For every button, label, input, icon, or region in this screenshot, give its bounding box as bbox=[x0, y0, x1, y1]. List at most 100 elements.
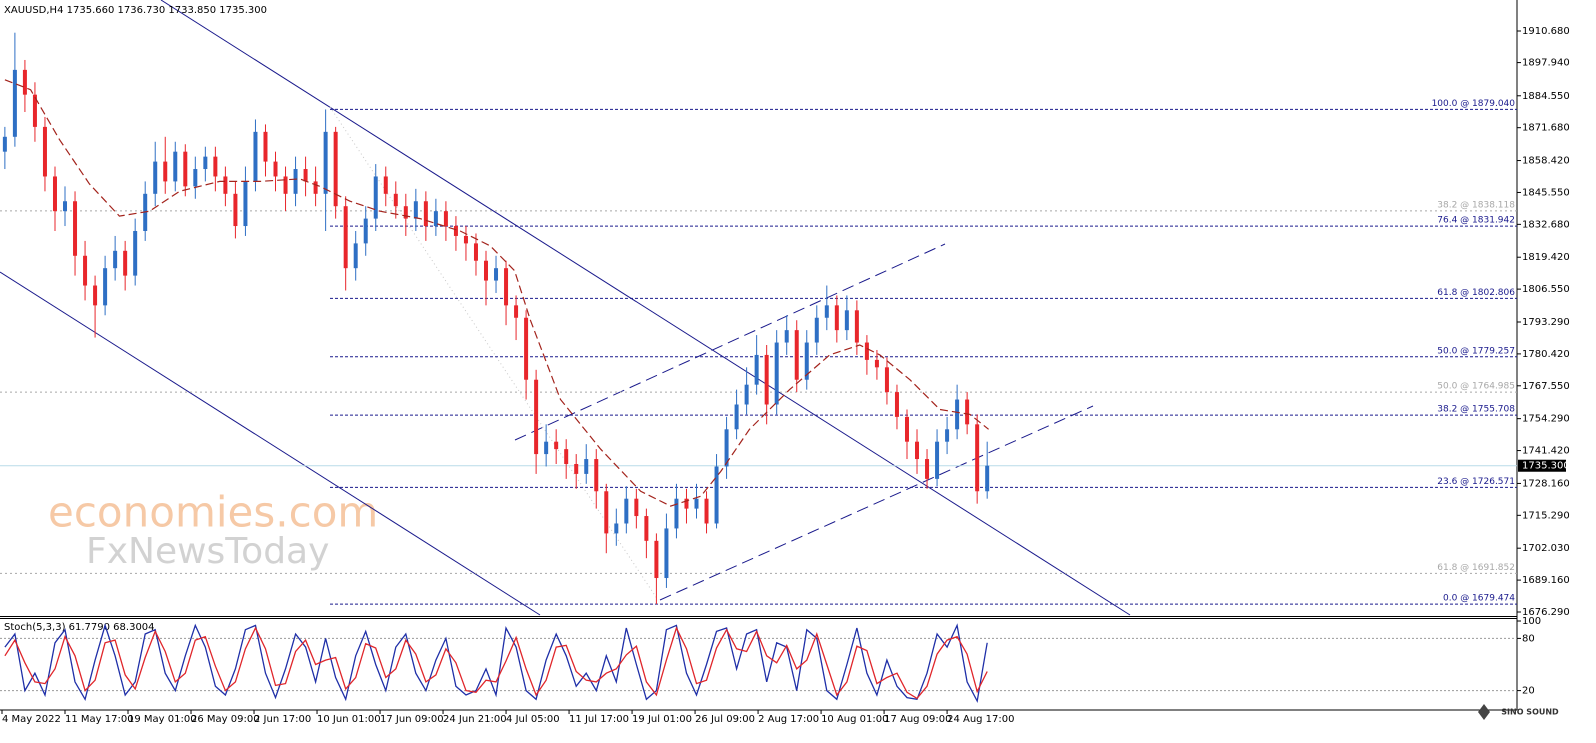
fib-level-label: 38.2 @ 1755.708 bbox=[1437, 405, 1515, 415]
candle-body bbox=[554, 441, 559, 450]
x-tick-label: 11 May 17:00 bbox=[65, 714, 134, 725]
candle-body bbox=[83, 255, 88, 286]
y-tick-label: 100 bbox=[1522, 616, 1541, 627]
candle-body bbox=[123, 250, 128, 276]
candle-body bbox=[453, 226, 458, 236]
fib-level-label: 76.4 @ 1831.942 bbox=[1437, 216, 1515, 226]
candle-body bbox=[634, 498, 639, 517]
candle-body bbox=[113, 250, 118, 269]
candle-body bbox=[524, 317, 529, 380]
candle-body bbox=[183, 151, 188, 187]
candle-body bbox=[233, 193, 238, 227]
candle-body bbox=[824, 305, 829, 318]
y-tick-label: 1910.680 bbox=[1522, 26, 1570, 37]
fib-level-label: 61.8 @ 1802.806 bbox=[1437, 288, 1515, 298]
candle-body bbox=[955, 399, 960, 430]
fib-level-label: 23.6 @ 1726.571 bbox=[1437, 477, 1515, 487]
candle-body bbox=[163, 161, 168, 182]
y-tick-label: 1845.550 bbox=[1522, 187, 1570, 198]
candle-body bbox=[564, 449, 569, 464]
x-tick-label: 2 Jun 17:00 bbox=[254, 714, 311, 725]
candle-body bbox=[193, 169, 198, 187]
candle-body bbox=[93, 285, 98, 306]
candle-body bbox=[383, 176, 388, 194]
candle-body bbox=[915, 441, 920, 460]
indicator-title: Stoch(5,3,3) 61.7790 68.3004 bbox=[4, 622, 155, 633]
candle-body bbox=[504, 268, 509, 306]
candle-body bbox=[243, 181, 248, 227]
logo: SINO SOUND bbox=[1478, 704, 1559, 720]
candle-body bbox=[734, 404, 739, 430]
candle-body bbox=[52, 176, 57, 212]
candle-body bbox=[393, 193, 398, 207]
candle-body bbox=[473, 243, 478, 261]
y-tick-label: 1676.290 bbox=[1522, 607, 1570, 618]
candle-body bbox=[854, 310, 859, 343]
stochastic-line bbox=[4, 623, 988, 703]
candle-body bbox=[764, 354, 769, 405]
y-tick-label: 1702.030 bbox=[1522, 543, 1570, 554]
candle-body bbox=[804, 342, 809, 380]
candle-body bbox=[594, 459, 599, 492]
candle-body bbox=[704, 498, 709, 524]
candle-body bbox=[73, 201, 78, 256]
candle-body bbox=[133, 230, 138, 276]
candle-body bbox=[333, 131, 338, 207]
y-tick-label: 1780.420 bbox=[1522, 349, 1570, 360]
candle-body bbox=[273, 161, 278, 177]
x-tick-label: 26 May 09:00 bbox=[191, 714, 260, 725]
candle-body bbox=[985, 465, 990, 492]
candles bbox=[2, 32, 990, 605]
candle-body bbox=[894, 392, 899, 417]
watermark-sub: FxNewsToday bbox=[86, 531, 329, 572]
candle-body bbox=[724, 429, 729, 467]
y-tick-label: 1715.290 bbox=[1522, 510, 1570, 521]
candle-body bbox=[584, 459, 589, 474]
fib-level-label: 38.2 @ 1838.118 bbox=[1437, 200, 1515, 210]
candle-body bbox=[714, 466, 719, 524]
x-tick-label: 4 May 2022 bbox=[2, 714, 61, 725]
y-tick-label: 1819.420 bbox=[1522, 252, 1570, 263]
candle-body bbox=[313, 181, 318, 194]
candle-body bbox=[614, 523, 619, 534]
candle-body bbox=[534, 379, 539, 455]
x-tick-label: 10 Aug 01:00 bbox=[821, 714, 888, 725]
candle-body bbox=[443, 211, 448, 227]
y-tick-label: 1689.160 bbox=[1522, 575, 1570, 586]
candle-body bbox=[433, 211, 438, 227]
fib-level-label: 0.0 @ 1679.474 bbox=[1443, 594, 1515, 604]
candle-body bbox=[604, 491, 609, 534]
y-tick-label: 1858.420 bbox=[1522, 156, 1570, 167]
candle-body bbox=[484, 260, 489, 281]
x-tick-label: 19 Jul 01:00 bbox=[632, 714, 692, 725]
candle-body bbox=[32, 94, 37, 127]
candle-body bbox=[844, 310, 849, 331]
fib-level-label: 100.0 @ 1879.040 bbox=[1432, 99, 1516, 109]
x-tick-label: 4 Jul 05:00 bbox=[506, 714, 560, 725]
candle-body bbox=[774, 342, 779, 405]
candle-body bbox=[694, 498, 699, 509]
stochastic-line bbox=[4, 626, 988, 700]
candle-body bbox=[12, 69, 17, 137]
current-price-box bbox=[1518, 459, 1566, 472]
x-tick-label: 19 May 01:00 bbox=[128, 714, 197, 725]
candle-body bbox=[2, 136, 7, 152]
y-tick-label: 1884.550 bbox=[1522, 91, 1570, 102]
candle-body bbox=[945, 429, 950, 442]
candle-body bbox=[373, 176, 378, 219]
candle-body bbox=[303, 169, 308, 182]
candle-body bbox=[975, 424, 980, 492]
trend-lower bbox=[659, 405, 1094, 601]
candle-body bbox=[884, 367, 889, 393]
candle-body bbox=[353, 243, 358, 269]
y-tick-label: 1806.550 bbox=[1522, 284, 1570, 295]
x-tick-label: 10 Jun 01:00 bbox=[317, 714, 381, 725]
x-tick-label: 17 Aug 09:00 bbox=[884, 714, 951, 725]
fib-diagonal bbox=[329, 106, 659, 601]
y-tick-label: 1871.680 bbox=[1522, 123, 1570, 134]
candle-body bbox=[343, 206, 348, 269]
candle-body bbox=[253, 131, 258, 182]
y-tick-label: 1767.550 bbox=[1522, 381, 1570, 392]
